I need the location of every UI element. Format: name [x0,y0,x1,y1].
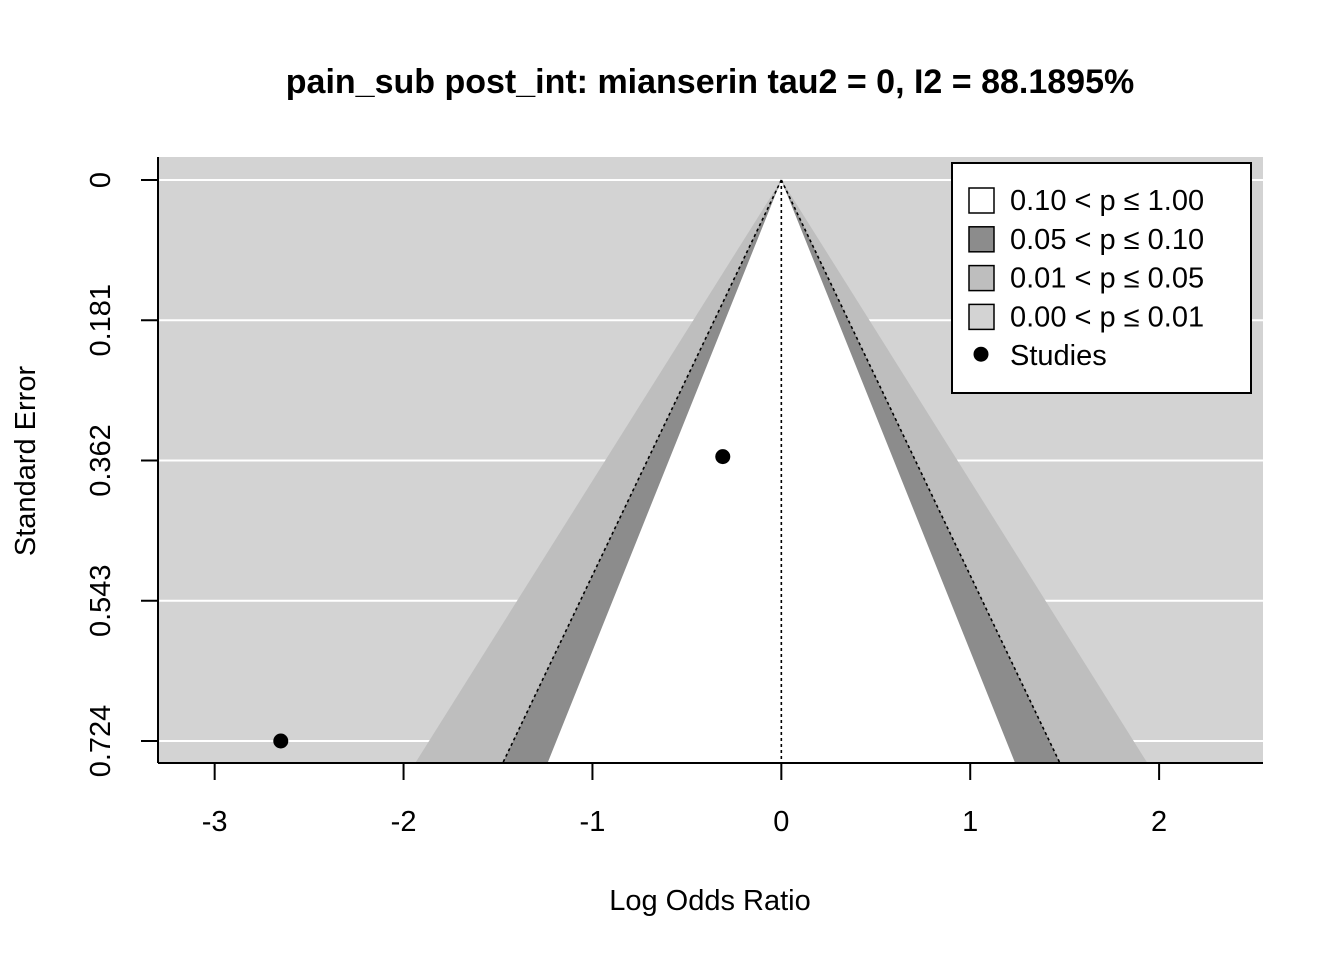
y-tick-label: 0.181 [85,284,117,357]
y-tick-label: 0.362 [85,424,117,497]
legend-label: 0.05 < p ≤ 0.10 [1010,224,1204,256]
legend-label: 0.01 < p ≤ 0.05 [1010,263,1204,295]
legend-box [951,162,1252,394]
y-tick-label: 0.724 [85,705,117,778]
study-point [273,733,289,749]
x-axis-title: Log Odds Ratio [609,885,811,917]
x-tick-label: -2 [391,806,417,838]
x-tick-label: 1 [962,806,978,838]
y-tick-label: 0.543 [85,564,117,637]
legend-label: 0.00 < p ≤ 0.01 [1010,301,1204,333]
chart-title: pain_sub post_int: mianserin tau2 = 0, I… [286,63,1134,101]
x-tick-label: 0 [773,806,789,838]
legend-swatch [968,264,995,292]
legend-swatch [968,187,995,214]
y-axis-title: Standard Error [10,366,42,557]
x-tick-label: -3 [202,806,228,838]
contour-p010-region [547,180,1016,763]
x-tick-label: -1 [580,806,606,838]
legend-label: 0.10 < p ≤ 1.00 [1010,185,1204,217]
study-point [715,449,731,465]
y-tick-label: 0 [85,172,117,188]
legend-swatch [968,303,995,331]
legend: 0.10 < p ≤ 1.00 0.05 < p ≤ 0.10 0.01 < p ≤… [951,162,1252,394]
x-tick-label: 2 [1151,806,1167,838]
legend-label: Studies [1010,340,1107,372]
legend-marker-studies [973,346,989,362]
legend-swatch [968,226,995,253]
